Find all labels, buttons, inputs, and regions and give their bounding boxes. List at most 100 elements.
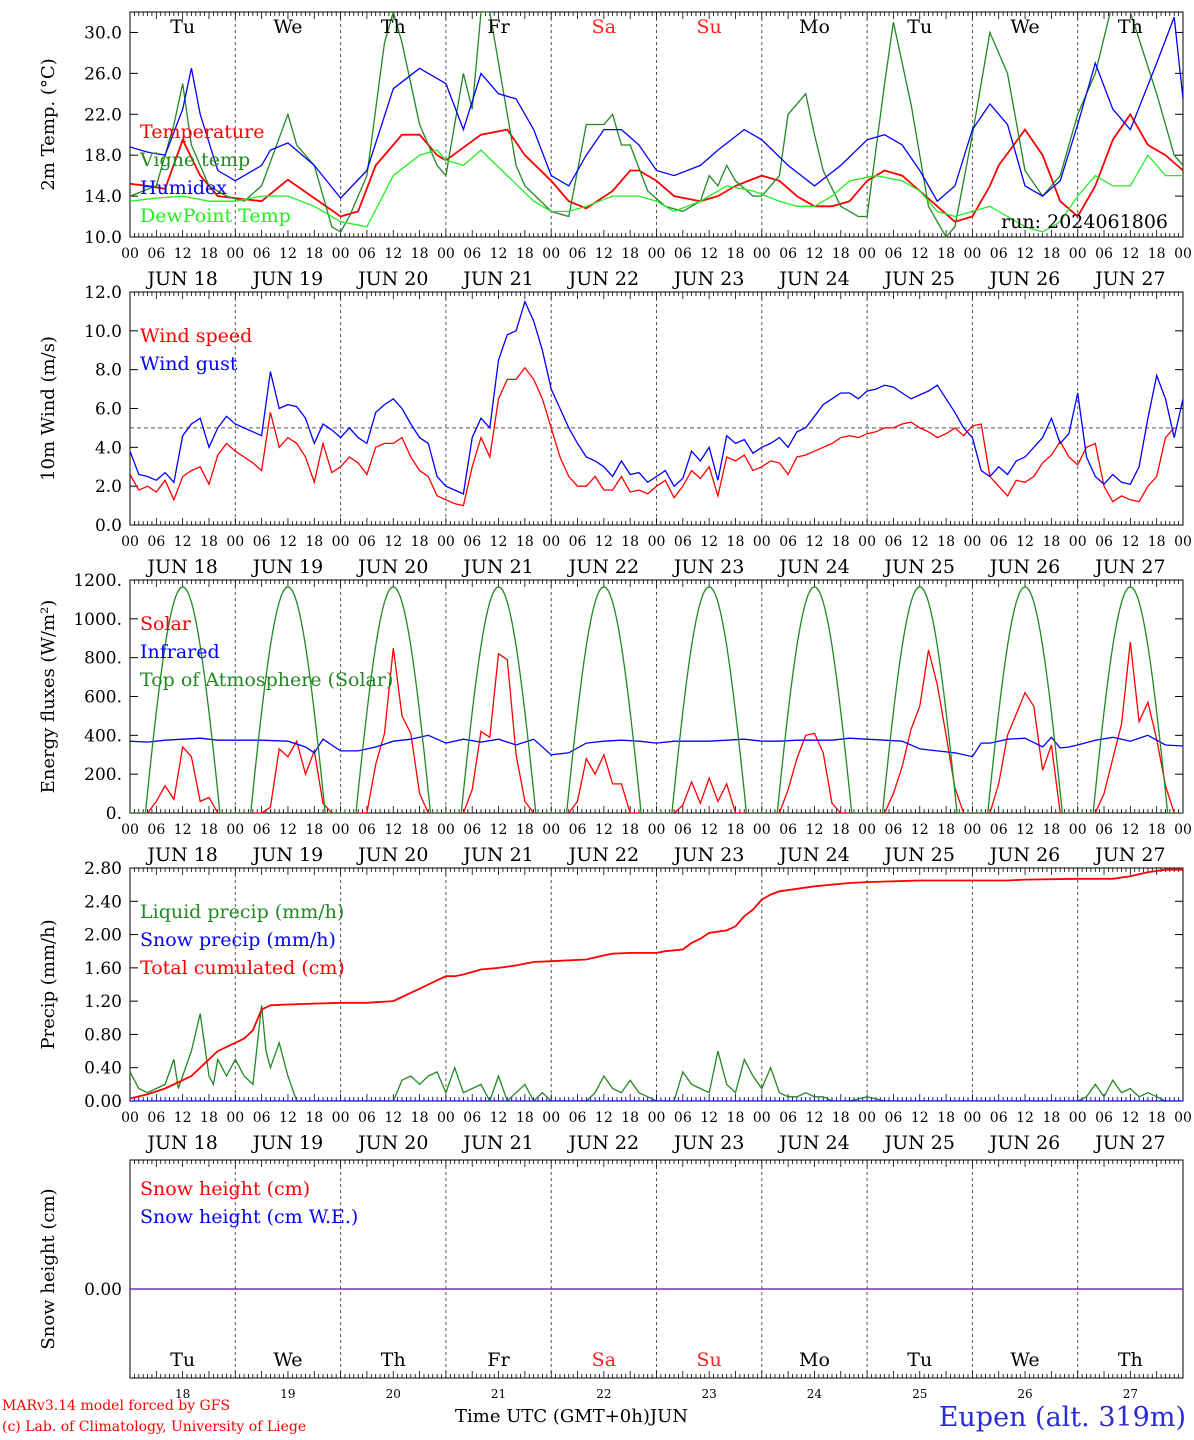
hour-label: 00 — [542, 1110, 560, 1126]
date-label: JUN 19 — [251, 844, 323, 866]
hour-label: 12 — [384, 822, 402, 838]
y-tick-label: 400. — [84, 726, 122, 746]
date-label: JUN 26 — [988, 844, 1060, 866]
hour-label: 12 — [700, 1110, 718, 1126]
hour-label: 12 — [1016, 1110, 1034, 1126]
hour-label: 18 — [937, 246, 955, 262]
hour-label: 00 — [1069, 246, 1087, 262]
hour-label: 18 — [727, 822, 745, 838]
hour-label: 06 — [147, 246, 165, 262]
weekday-label: Th — [381, 16, 406, 38]
day-number-label: 25 — [912, 1387, 927, 1401]
hour-label: 06 — [990, 246, 1008, 262]
hour-label: 12 — [806, 822, 824, 838]
hour-label: 06 — [463, 246, 481, 262]
hour-label: 00 — [332, 1110, 350, 1126]
hour-label: 06 — [885, 534, 903, 550]
hour-ticks — [129, 868, 1184, 1101]
hour-label: 12 — [490, 534, 508, 550]
hour-label: 18 — [1148, 246, 1166, 262]
hour-label: 18 — [937, 822, 955, 838]
hour-label: 06 — [1095, 822, 1113, 838]
day-number-label: 20 — [386, 1387, 401, 1401]
hour-label: 18 — [1148, 534, 1166, 550]
series-line-total-cumulated-cm- — [130, 868, 1183, 1100]
hour-label: 12 — [384, 246, 402, 262]
y-axis-label: 2m Temp. (°C) — [38, 58, 59, 190]
y-tick-label: 0.40 — [84, 1059, 122, 1079]
date-label: JUN 23 — [672, 1132, 744, 1154]
y-axis-label: 10m Wind (m/s) — [38, 336, 59, 481]
hour-label: 06 — [885, 1110, 903, 1126]
date-label: JUN 22 — [567, 268, 639, 290]
hour-label: 00 — [1174, 822, 1192, 838]
legend-entry: Temperature — [140, 121, 264, 143]
y-tick-label: 10.0 — [84, 322, 122, 342]
legend-entry: Infrared — [140, 641, 220, 663]
hour-label: 00 — [121, 822, 139, 838]
hour-label: 06 — [147, 534, 165, 550]
hour-label: 12 — [279, 246, 297, 262]
weekday-label: We — [1010, 16, 1039, 38]
date-label: JUN 27 — [1093, 844, 1165, 866]
hour-label: 12 — [700, 534, 718, 550]
run-annotation: run: 2024061806 — [1001, 211, 1168, 233]
hour-label: 06 — [674, 246, 692, 262]
hour-label: 00 — [332, 822, 350, 838]
hour-label: 00 — [437, 534, 455, 550]
hour-label: 00 — [963, 1110, 981, 1126]
y-tick-label: 0.00 — [84, 1092, 122, 1112]
hour-label: 00 — [121, 246, 139, 262]
hour-ticks — [129, 292, 1184, 525]
date-label: JUN 27 — [1093, 1132, 1165, 1154]
hour-label: 18 — [411, 822, 429, 838]
hour-label: 06 — [253, 1110, 271, 1126]
weekday-label: Tu — [907, 16, 932, 38]
hour-label: 06 — [463, 1110, 481, 1126]
y-tick-label: 0.80 — [84, 1025, 122, 1045]
date-label: JUN 26 — [988, 556, 1060, 578]
hour-label: 18 — [305, 246, 323, 262]
y-tick-label: 2.80 — [84, 859, 122, 879]
lab-credit: (c) Lab. of Climatology, University of L… — [2, 1419, 307, 1435]
legend-entry: Snow height (cm) — [140, 1178, 310, 1200]
hour-label: 06 — [674, 534, 692, 550]
hour-label: 18 — [305, 1110, 323, 1126]
weekday-label: Mo — [799, 1349, 830, 1371]
weekday-label: Th — [1118, 16, 1143, 38]
hour-label: 00 — [753, 534, 771, 550]
hour-label: 12 — [1016, 534, 1034, 550]
weekday-label: Tu — [907, 1349, 932, 1371]
hour-label: 06 — [463, 534, 481, 550]
hour-label: 12 — [700, 246, 718, 262]
date-label: JUN 22 — [567, 1132, 639, 1154]
hour-label: 00 — [858, 534, 876, 550]
hour-label: 18 — [832, 822, 850, 838]
series-line-vigne-temp — [130, 12, 1183, 237]
hour-label: 06 — [253, 822, 271, 838]
weekday-label: Sa — [592, 16, 616, 38]
hour-label: 12 — [595, 246, 613, 262]
panel-energy: 0. 200. 400. 600. 800. 1000. 1200. Energy fluxe… — [38, 571, 1192, 866]
date-label: JUN 24 — [777, 844, 849, 866]
weekday-label: Mo — [799, 16, 830, 38]
hour-label: 00 — [226, 1110, 244, 1126]
y-tick-label: 0.0 — [95, 516, 122, 536]
hour-label: 18 — [727, 534, 745, 550]
hour-ticks — [129, 12, 1184, 237]
hour-label: 12 — [1016, 246, 1034, 262]
hour-label: 12 — [1016, 822, 1034, 838]
date-label: JUN 21 — [461, 556, 533, 578]
hour-label: 18 — [832, 1110, 850, 1126]
hour-label: 18 — [200, 534, 218, 550]
hour-label: 12 — [700, 822, 718, 838]
y-tick-label: 10.0 — [84, 228, 122, 248]
hour-label: 18 — [937, 1110, 955, 1126]
hour-label: 00 — [963, 822, 981, 838]
hour-label: 00 — [648, 1110, 666, 1126]
y-tick-label: 4.0 — [95, 438, 122, 458]
series-line-dewpoint-temp — [130, 149, 1183, 233]
legend-entry: Snow height (cm W.E.) — [140, 1206, 358, 1228]
hour-label: 18 — [200, 246, 218, 262]
legend-entry: Solar — [140, 613, 192, 635]
